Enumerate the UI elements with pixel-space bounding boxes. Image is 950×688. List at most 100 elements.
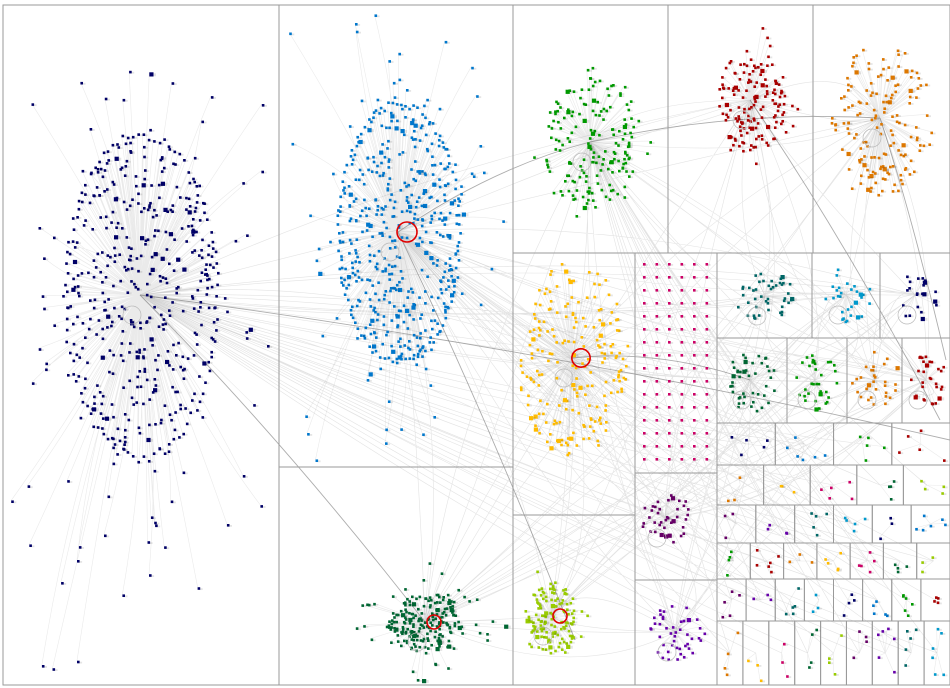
node-g1-shadow — [188, 198, 193, 201]
node-g6 — [525, 375, 529, 378]
node-g5 — [874, 114, 878, 117]
node-g2-shadow — [418, 197, 423, 200]
node-g1 — [101, 291, 105, 295]
node-g1-shadow — [88, 328, 93, 331]
node-g6-shadow — [586, 297, 591, 300]
node-g1-shadow — [124, 175, 129, 178]
node-g2-shadow — [376, 214, 381, 217]
node-g5 — [901, 182, 904, 186]
node-g1 — [135, 401, 138, 404]
node-g2-shadow — [396, 314, 401, 317]
node-g10-shadow — [680, 535, 685, 538]
node-g2 — [444, 288, 448, 291]
node-g4-shadow — [746, 65, 751, 68]
node-g2 — [382, 315, 386, 318]
node-g15-shadow — [753, 401, 758, 404]
node-g9-shadow — [545, 596, 550, 599]
node-g2 — [414, 179, 417, 183]
node-g4 — [765, 84, 768, 88]
node-g5-shadow — [890, 145, 895, 148]
node-g1-shadow — [67, 251, 72, 254]
node-g4-shadow — [774, 127, 779, 130]
node-g8 — [391, 595, 395, 598]
node-g1-shadow — [97, 385, 102, 388]
node-g1 — [158, 196, 161, 200]
node-g1 — [189, 411, 192, 415]
node-g7-shadow — [694, 342, 699, 344]
node-g1-shadow — [79, 295, 84, 298]
node-g10 — [670, 521, 673, 524]
node-g3-shadow — [574, 198, 579, 201]
node-g8 — [391, 619, 394, 622]
node-g2-shadow — [432, 156, 437, 159]
node-g7 — [655, 328, 659, 331]
node-g7-shadow — [681, 368, 686, 370]
node-g9 — [569, 601, 573, 605]
node-g2 — [391, 360, 395, 364]
node-g4-shadow — [741, 135, 746, 138]
node-g1 — [201, 392, 205, 396]
node-g7-shadow — [644, 290, 649, 292]
node-g11-shadow — [672, 627, 677, 629]
node-g1 — [102, 151, 106, 155]
node-g8-shadow — [416, 598, 421, 601]
node-g5-shadow — [844, 109, 849, 112]
node-g2-outlier — [354, 249, 357, 252]
node-g8 — [454, 614, 457, 617]
node-g3 — [627, 145, 631, 148]
node-g6-shadow — [594, 421, 599, 424]
node-g10 — [670, 496, 676, 501]
node-g4-shadow — [767, 145, 772, 148]
node-g2 — [454, 187, 457, 191]
node-g2 — [343, 278, 346, 282]
node-g12 — [780, 275, 785, 280]
node-g2 — [399, 189, 403, 192]
node-g1 — [210, 336, 213, 340]
node-g1 — [193, 331, 197, 335]
node-g8 — [431, 615, 434, 619]
node-g1 — [96, 171, 100, 174]
node-g7-shadow — [681, 303, 686, 305]
node-g4 — [737, 106, 741, 109]
node-g2 — [380, 124, 384, 128]
node-g8 — [422, 604, 426, 608]
node-g6 — [582, 423, 585, 427]
node-g2 — [416, 218, 420, 221]
node-g11 — [658, 635, 662, 639]
node-g7 — [693, 367, 696, 370]
node-g12-shadow — [788, 293, 793, 296]
node-g12-shadow — [768, 285, 773, 288]
node-g2 — [419, 332, 422, 335]
node-g1 — [173, 238, 176, 241]
node-g2-shadow — [445, 263, 450, 266]
node-g3 — [622, 162, 625, 166]
node-g9 — [558, 602, 562, 606]
node-g2 — [447, 279, 450, 282]
node-g9 — [544, 595, 548, 599]
node-g6 — [550, 270, 553, 273]
node-g1-outlier-shadow — [32, 383, 37, 386]
node-g8-shadow — [416, 639, 421, 642]
node-g2 — [435, 264, 439, 267]
node-g9 — [561, 599, 565, 602]
node-g8-shadow — [421, 620, 426, 623]
node-g12-shadow — [788, 302, 793, 305]
node-g8 — [444, 614, 448, 617]
node-g8-shadow — [401, 632, 406, 634]
node-g2 — [354, 197, 358, 201]
node-g1-shadow — [125, 429, 130, 432]
node-g9 — [566, 621, 569, 625]
node-g6-shadow — [599, 319, 604, 322]
node-g1 — [146, 282, 149, 286]
node-g2-shadow — [340, 242, 345, 245]
node-g8-shadow — [364, 626, 369, 628]
node-g4 — [766, 144, 770, 147]
node-g6-shadow — [556, 286, 561, 288]
node-g12-shadow — [758, 315, 763, 318]
node-g4-shadow — [728, 88, 733, 90]
node-g1-shadow — [199, 255, 204, 258]
node-g8-shadow — [415, 646, 420, 649]
node-g4-shadow — [726, 114, 731, 117]
node-g2 — [453, 284, 456, 288]
node-g8-shadow — [450, 632, 455, 635]
